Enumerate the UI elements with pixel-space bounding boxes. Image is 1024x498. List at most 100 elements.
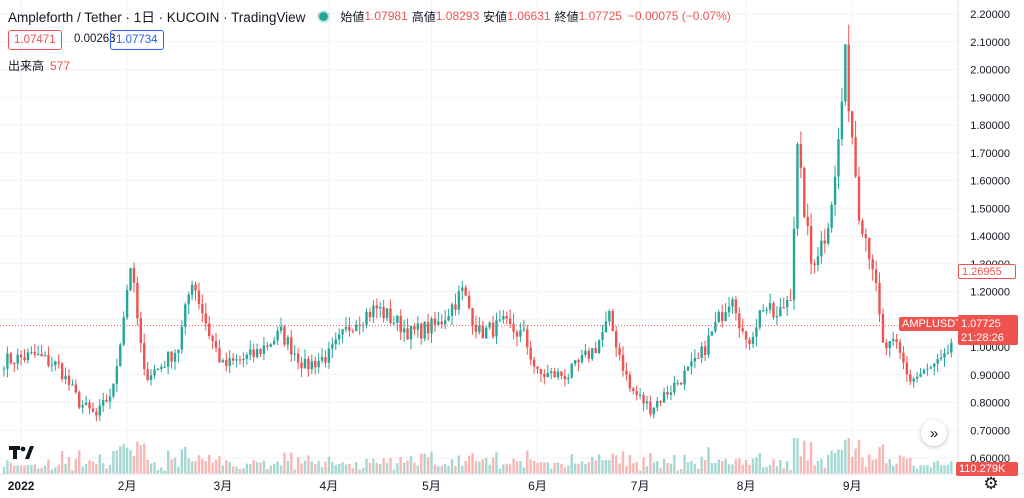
candle-body — [314, 361, 317, 368]
volume-bar — [498, 468, 502, 474]
price-axis[interactable]: 2.20000 2.10000 2.00000 1.90000 1.80000 1.700… — [970, 9, 1010, 465]
time-tick-label: 4月 — [320, 479, 339, 493]
volume-bar — [751, 458, 755, 474]
volume-bar — [539, 461, 543, 474]
ask-price-button[interactable]: 1.07734 — [110, 30, 164, 50]
volume-bar — [351, 468, 355, 474]
candle-body — [577, 360, 580, 363]
candle-body — [939, 357, 943, 360]
time-axis[interactable]: 2022 2月 3月 4月 5月 6月 7月 8月 9月 — [8, 479, 862, 493]
volume-bar — [286, 460, 290, 474]
candle-body — [228, 358, 231, 366]
spread-value: 0.00263 — [74, 33, 116, 45]
chart-legend: Ampleforth / Tether · 1日 · KUCOIN · Trad… — [8, 6, 731, 26]
volume-bar — [225, 460, 228, 474]
candle-body — [9, 353, 13, 363]
volume-bar — [861, 457, 864, 474]
volume-bar — [686, 462, 690, 474]
candle-body — [88, 402, 91, 409]
candle-body — [621, 354, 625, 371]
volume-bar — [789, 470, 792, 474]
volume-bar — [361, 467, 365, 474]
volume-bar — [734, 459, 738, 474]
candle-body — [502, 315, 505, 320]
volume-bar — [642, 457, 645, 474]
bid-price-button[interactable]: 1.07471 — [8, 30, 62, 50]
gear-icon[interactable]: ⚙ — [983, 474, 999, 493]
candle-body — [847, 44, 850, 112]
candle-body — [560, 371, 563, 376]
volume-bar — [290, 452, 293, 474]
candle-body — [478, 325, 481, 332]
candle-body — [748, 339, 751, 344]
candle-body — [231, 358, 235, 361]
double-chevron-right-icon[interactable]: » — [921, 420, 947, 446]
candle-body — [454, 304, 457, 310]
open-value: 1.07981 — [364, 9, 408, 23]
volume-bar — [895, 463, 898, 474]
price-tick-label: 1.60000 — [970, 176, 1010, 188]
volume-bar — [864, 466, 868, 474]
volume-bar — [242, 468, 245, 474]
volume-bar — [160, 467, 163, 474]
volume-bar — [820, 458, 823, 474]
volume-bar — [816, 460, 820, 474]
volume-bar — [806, 460, 809, 474]
last-price-value: 1.07725 — [961, 318, 1001, 330]
candle-body — [334, 339, 337, 345]
candle-body — [738, 313, 741, 329]
candle-body — [440, 321, 443, 325]
candle-body — [129, 268, 132, 291]
candle-body — [638, 394, 642, 396]
volume-bar — [50, 469, 54, 474]
volume-bar — [888, 459, 891, 474]
volume-bar — [173, 457, 177, 474]
candle-body — [902, 352, 905, 363]
volume-bar — [74, 459, 78, 474]
volume-bar — [604, 459, 608, 474]
candle-body — [874, 269, 878, 284]
volume-bar — [423, 453, 426, 474]
candle-body — [614, 331, 618, 348]
symbol-title[interactable]: Ampleforth / Tether · 1日 · KUCOIN · Trad… — [8, 10, 306, 25]
candle-body — [54, 361, 57, 366]
volume-bar — [115, 450, 119, 474]
candle-body — [662, 392, 666, 403]
volume-bar — [662, 458, 666, 474]
candle-body — [570, 363, 573, 378]
candle-body — [587, 350, 591, 359]
candle-body — [426, 321, 430, 334]
volume-bar — [184, 446, 187, 474]
candle-body — [283, 326, 286, 345]
price-tick-label: 0.70000 — [970, 425, 1010, 437]
candle-body — [686, 366, 690, 371]
time-tick-label: 8月 — [737, 479, 756, 493]
volume-bar — [768, 464, 772, 474]
candle-body — [450, 304, 454, 317]
volume-bar — [132, 455, 136, 474]
volume-bar — [714, 462, 717, 474]
volume-bar — [519, 461, 522, 474]
high-value: 1.08293 — [435, 9, 480, 23]
candle-body — [47, 355, 50, 366]
tradingview-logo-icon[interactable] — [4, 438, 40, 466]
volume-bar — [317, 460, 320, 474]
volume-bar — [850, 456, 854, 474]
candle-body — [269, 344, 272, 347]
candle-body — [779, 307, 782, 317]
candle-body — [519, 330, 522, 337]
volume-bar — [402, 462, 406, 474]
candle-body — [211, 336, 214, 341]
candle-body — [108, 396, 112, 402]
volume-bar — [143, 443, 146, 474]
volume-bar — [799, 456, 803, 474]
volume-bar — [235, 466, 238, 474]
candle-body — [382, 307, 385, 319]
candle-body — [905, 362, 909, 375]
volume-bar — [447, 466, 450, 474]
candle-body — [43, 355, 47, 357]
candle-body — [84, 402, 88, 406]
volume-bar — [187, 458, 190, 474]
candle-body — [392, 322, 396, 324]
